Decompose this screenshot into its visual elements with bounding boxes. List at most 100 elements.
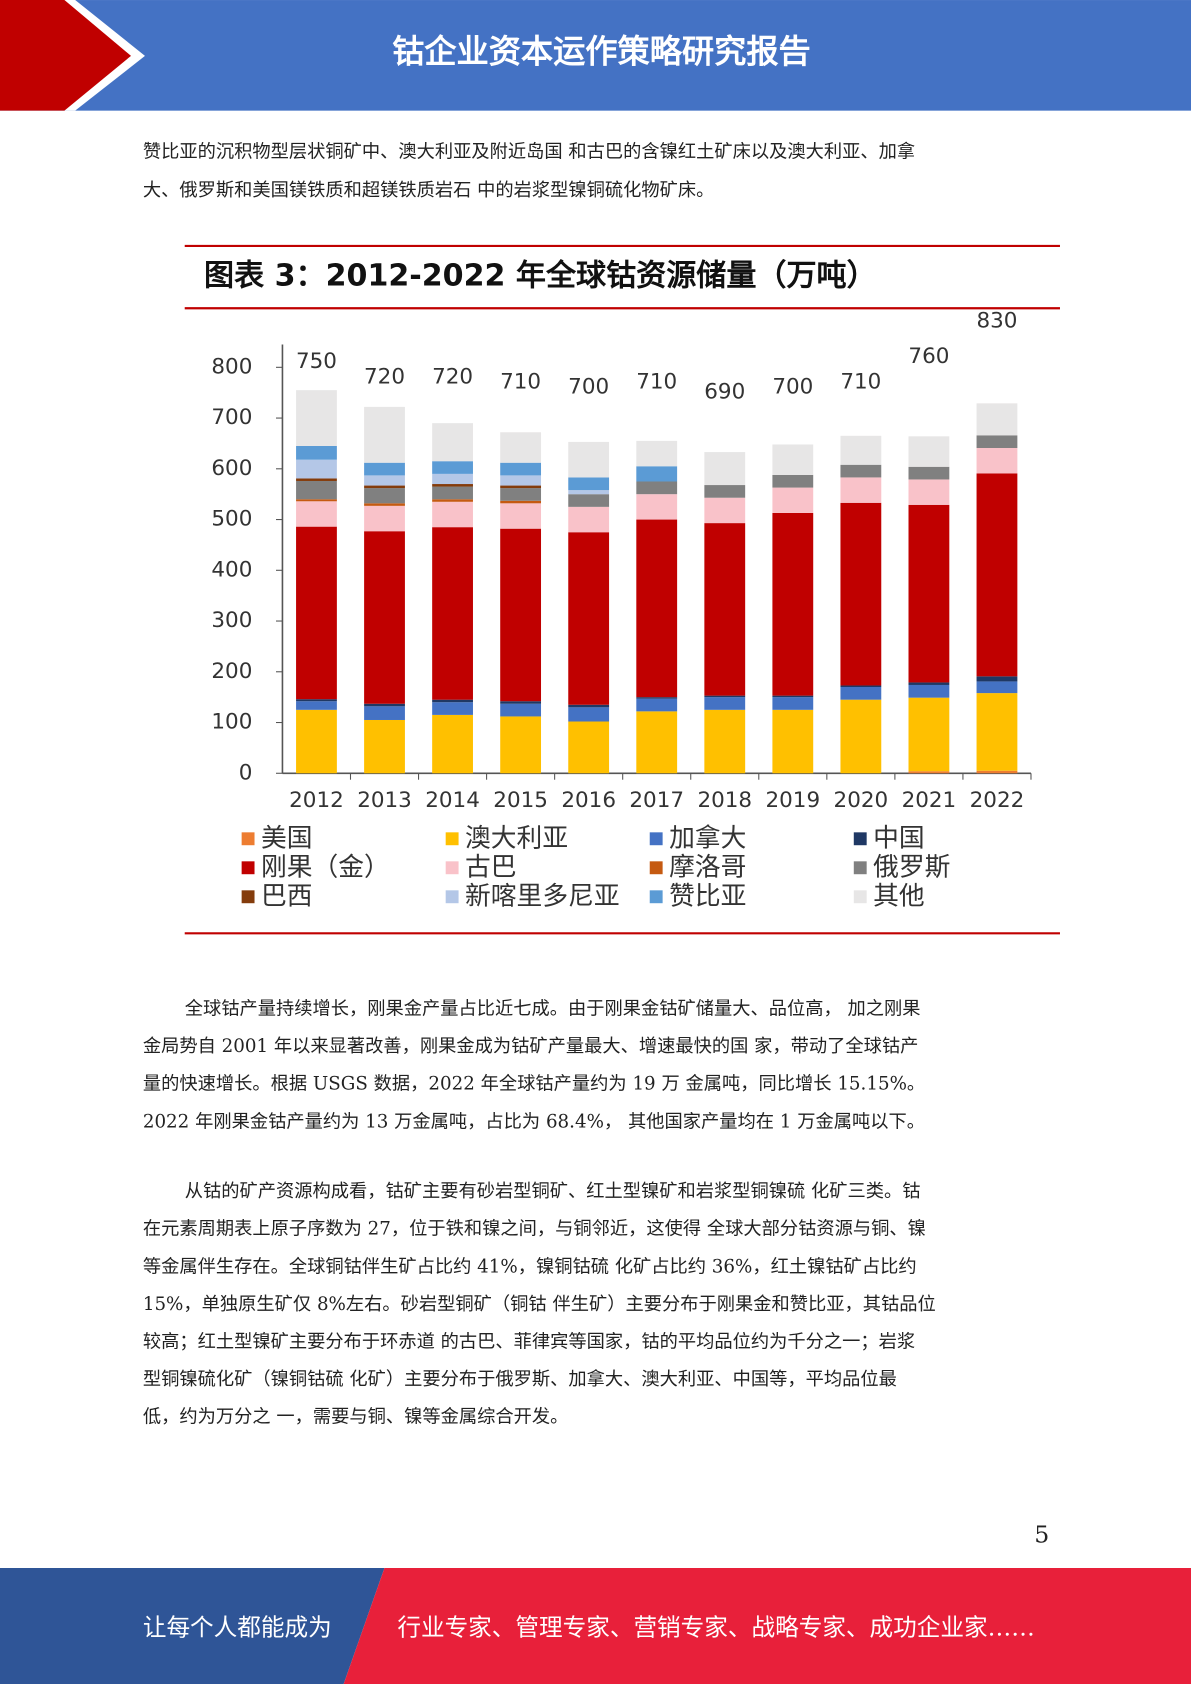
bar-segment xyxy=(500,500,542,504)
legend-swatch xyxy=(853,890,867,904)
total-label: 700 xyxy=(568,375,609,400)
bar-segment xyxy=(432,461,473,474)
bar-segment xyxy=(772,487,814,513)
total-label: 710 xyxy=(500,370,541,395)
header-title: 钴企业资本运作策略研究报告 xyxy=(392,33,811,71)
bar-segment xyxy=(296,459,337,479)
legend-label: 加拿大 xyxy=(669,823,746,853)
legend-label: 赞比亚 xyxy=(669,881,746,911)
bar-segment xyxy=(636,697,678,699)
bar-segment xyxy=(840,687,882,700)
bar-segment xyxy=(840,502,882,686)
bar-segment xyxy=(636,494,678,520)
y-tick-label: 200 xyxy=(211,659,252,684)
bar-segment xyxy=(772,709,814,774)
total-label: 720 xyxy=(364,364,405,389)
bar-segment xyxy=(432,702,473,715)
body-line: 型铜镍硫化矿（镍铜钴硫 化矿）主要分布于俄罗斯、加拿大、澳大利亚、中国等，平均品… xyxy=(143,1368,897,1390)
y-tick-label: 600 xyxy=(211,456,252,481)
y-tick-label: 300 xyxy=(211,608,252,633)
x-tick-label: 2015 xyxy=(493,788,548,813)
bar-segment xyxy=(840,477,882,503)
bar-segment xyxy=(772,697,814,710)
bar-segment xyxy=(976,403,1018,436)
bar-segment xyxy=(704,695,746,698)
bar-segment xyxy=(976,473,1018,677)
bar-segment xyxy=(500,475,542,486)
bar-segment xyxy=(364,406,405,463)
body-line: 较高；红土型镍矿主要分布于环赤道 的古巴、菲律宾等国家，钴的平均品位约为千分之一… xyxy=(143,1331,915,1352)
bar-segment xyxy=(636,440,678,467)
total-label: 720 xyxy=(432,364,473,389)
bar-segment xyxy=(568,532,610,705)
body-line: 从钴的矿产资源构成看，钴矿主要有砂岩型铜矿、红土型镍矿和岩浆型铜镍硫 化矿三类。… xyxy=(185,1181,921,1202)
bar-segment xyxy=(704,523,746,696)
bar-segment xyxy=(636,698,678,712)
body-line: 金局势自 2001 年以来显著改善，刚果金成为钴矿产量最大、增速最快的国 家，带… xyxy=(143,1036,919,1057)
legend-label: 摩洛哥 xyxy=(669,852,746,882)
y-tick-label: 400 xyxy=(211,557,252,582)
bar-segment xyxy=(908,682,950,685)
bar-segment xyxy=(976,770,1018,774)
total-label: 760 xyxy=(908,344,949,369)
bar-segment xyxy=(432,484,473,487)
bar-segment xyxy=(840,435,882,465)
bar-segment xyxy=(432,501,473,528)
header-chevron xyxy=(0,0,132,111)
footer-left-band xyxy=(0,1567,385,1684)
bar-segment xyxy=(568,494,610,507)
x-tick-label: 2014 xyxy=(425,788,480,813)
bar-segment xyxy=(704,497,746,524)
legend-label: 中国 xyxy=(873,823,925,853)
bar-segment xyxy=(704,485,746,498)
bar-segment xyxy=(296,501,337,527)
body-line: 低，约为万分之 一，需要与铜、镍等金属综合开发。 xyxy=(143,1407,569,1428)
bar-segment xyxy=(840,464,882,478)
body-line: 2022 年刚果金钴产量约为 13 万金属吨，占比为 68.4%， 其他国家产量… xyxy=(143,1111,925,1132)
bar-segment xyxy=(432,423,473,462)
x-tick-label: 2012 xyxy=(289,788,344,813)
bar-segment xyxy=(568,441,610,478)
total-label: 710 xyxy=(840,370,881,395)
x-tick-label: 2021 xyxy=(902,788,957,813)
footer-right-band xyxy=(343,1567,1191,1684)
bar-segment xyxy=(976,435,1018,449)
legend-label: 巴西 xyxy=(261,881,313,911)
bar-segment xyxy=(364,703,405,707)
legend-label: 澳大利亚 xyxy=(465,823,568,853)
bar-segment xyxy=(908,436,950,467)
bar-segment xyxy=(364,719,405,774)
bar-segment xyxy=(432,714,473,774)
x-tick-label: 2016 xyxy=(561,788,616,813)
legend-label: 其他 xyxy=(873,881,925,911)
bar-segment xyxy=(364,503,405,506)
total-label: 700 xyxy=(772,375,813,400)
bar-segment xyxy=(296,499,337,502)
footer-right: 行业专家、管理专家、营销专家、战略专家、成功企业家…… xyxy=(397,1614,1034,1642)
x-tick-label: 2013 xyxy=(357,788,412,813)
total-label: 750 xyxy=(296,349,337,374)
bar-segment xyxy=(908,684,950,698)
x-tick-label: 2022 xyxy=(970,788,1025,813)
body-line: 等金属伴生存在。全球铜钴伴生矿占比约 41%，镍铜钴硫 化矿占比约 36%，红土… xyxy=(143,1256,917,1277)
x-tick-label: 2019 xyxy=(765,788,820,813)
legend-swatch xyxy=(445,861,459,875)
legend-swatch xyxy=(241,832,255,846)
y-tick-label: 100 xyxy=(211,710,252,735)
legend-swatch xyxy=(241,890,255,904)
bar-segment xyxy=(976,681,1018,694)
x-tick-label: 2017 xyxy=(629,788,684,813)
bar-segment xyxy=(908,504,950,683)
bar-segment xyxy=(432,486,473,500)
bar-segment xyxy=(568,477,610,491)
bar-segment xyxy=(976,693,1018,771)
bar-segment xyxy=(296,526,337,700)
legend-label: 刚果（金） xyxy=(261,852,390,882)
legend-label: 美国 xyxy=(261,823,313,853)
x-tick-label: 2020 xyxy=(834,788,889,813)
y-tick-label: 0 xyxy=(239,760,253,785)
bar-segment xyxy=(500,528,542,702)
bar-segment xyxy=(500,485,542,489)
y-tick-label: 800 xyxy=(211,354,252,379)
